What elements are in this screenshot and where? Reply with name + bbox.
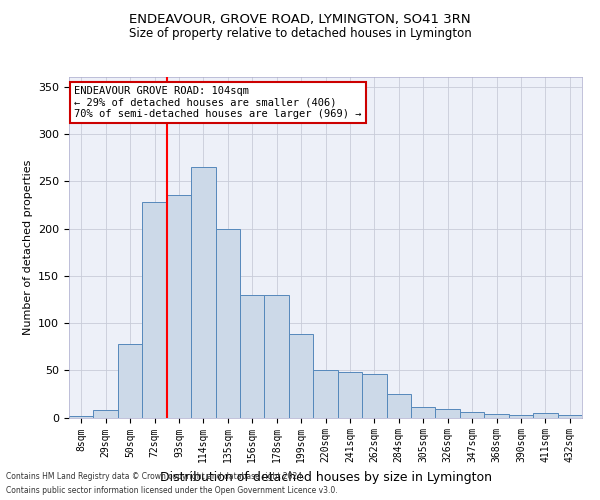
Text: ENDEAVOUR GROVE ROAD: 104sqm
← 29% of detached houses are smaller (406)
70% of s: ENDEAVOUR GROVE ROAD: 104sqm ← 29% of de… <box>74 86 362 119</box>
Text: ENDEAVOUR, GROVE ROAD, LYMINGTON, SO41 3RN: ENDEAVOUR, GROVE ROAD, LYMINGTON, SO41 3… <box>129 12 471 26</box>
Bar <box>215 228 240 418</box>
Bar <box>167 194 191 418</box>
Bar <box>557 414 582 418</box>
Bar <box>313 370 338 418</box>
Bar <box>94 410 118 418</box>
Bar <box>265 294 289 418</box>
Text: Contains public sector information licensed under the Open Government Licence v3: Contains public sector information licen… <box>6 486 338 495</box>
Text: Contains HM Land Registry data © Crown copyright and database right 2024.: Contains HM Land Registry data © Crown c… <box>6 472 305 481</box>
Bar <box>484 414 509 418</box>
Bar <box>533 413 557 418</box>
Bar <box>69 416 94 418</box>
Bar <box>436 409 460 418</box>
Bar <box>509 414 533 418</box>
Bar <box>386 394 411 417</box>
Bar <box>240 294 265 418</box>
Y-axis label: Number of detached properties: Number of detached properties <box>23 160 32 335</box>
X-axis label: Distribution of detached houses by size in Lymington: Distribution of detached houses by size … <box>160 471 491 484</box>
Bar <box>142 202 167 418</box>
Bar <box>460 412 484 418</box>
Bar <box>191 167 215 417</box>
Bar <box>411 407 436 418</box>
Bar <box>289 334 313 417</box>
Bar <box>338 372 362 418</box>
Text: Size of property relative to detached houses in Lymington: Size of property relative to detached ho… <box>128 28 472 40</box>
Bar <box>118 344 142 418</box>
Bar <box>362 374 386 418</box>
